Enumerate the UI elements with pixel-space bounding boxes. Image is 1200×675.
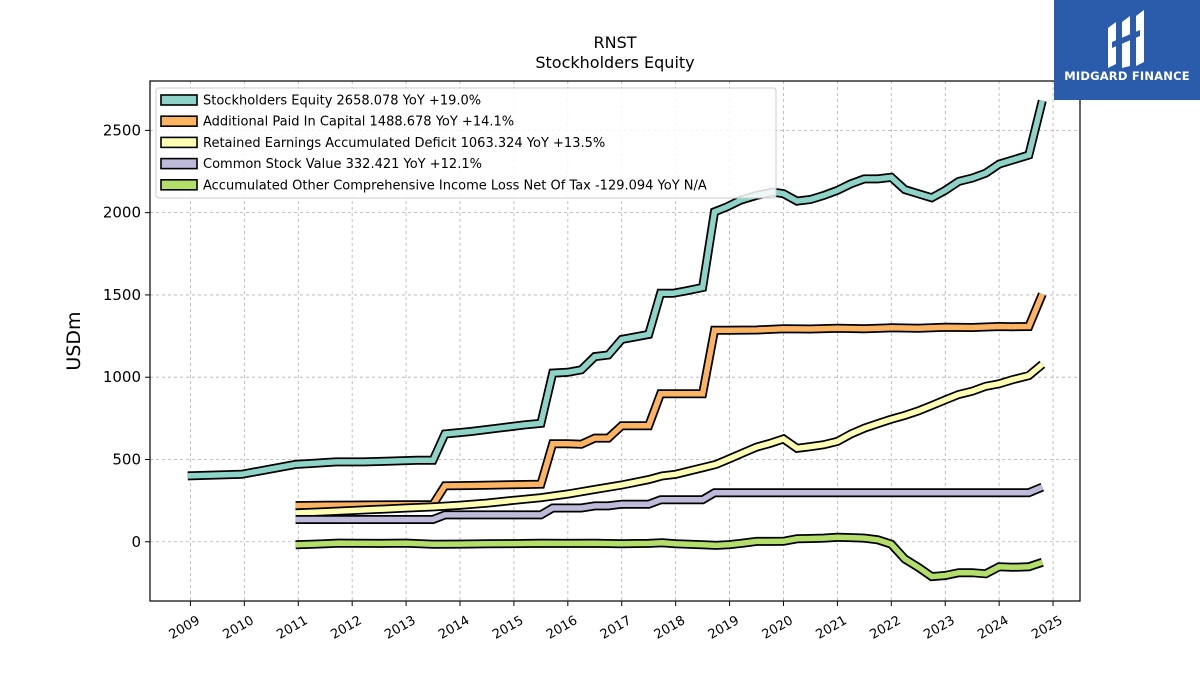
series-lines [187,99,1047,582]
series-1 [187,99,1047,481]
y-tick-label: 500 [112,450,141,468]
y-tick-label: 0 [131,533,141,551]
x-tick-label: 2015 [490,613,526,643]
y-tick-label: 1000 [103,368,141,386]
series-4 [295,482,1045,524]
x-tick-label: 2019 [706,613,742,643]
legend-entry: Retained Earnings Accumulated Deficit 10… [203,136,605,151]
series-line [295,484,1044,523]
chart-subtitle: Stockholders Equity [535,53,694,72]
x-tick-label: 2025 [1029,613,1065,643]
series-line [187,100,1045,479]
x-tick-label: 2021 [814,613,850,643]
legend-swatch [160,179,198,191]
legend-swatch [160,157,198,170]
series-line [295,293,1045,509]
x-tick-label: 2010 [221,613,257,643]
y-tick-label: 2500 [103,121,141,139]
legend-box [155,87,777,199]
x-tick-label: 2018 [652,613,688,643]
legend-swatch [160,115,198,127]
x-tick-label: 2014 [436,613,472,643]
x-tick-label: 2013 [382,613,418,643]
series-3 [295,360,1046,518]
legend-swatch [160,94,198,106]
x-tick-label: 2012 [328,613,364,643]
legend: Stockholders Equity 2658.078 YoY +19.0% A… [155,87,777,199]
series-line [295,534,1044,580]
x-tick-label: 2016 [544,613,580,643]
legend-entry: Common Stock Value 332.421 YoY +12.1% [203,157,482,172]
x-tick-label: 2017 [598,613,634,643]
legend-entry: Accumulated Other Comprehensive Income L… [203,178,707,193]
x-tick-label: 2020 [760,613,796,643]
legend-entry: Stockholders Equity 2658.078 YoY +19.0% [203,94,481,109]
legend-swatch [160,136,198,149]
y-tick-label: 1500 [103,286,141,304]
x-tick-label: 2023 [921,613,957,643]
series-5 [295,532,1044,582]
midgard-logo-icon [1108,10,1144,68]
x-tick-label: 2011 [274,613,310,643]
y-axis-label: USDm [63,311,85,370]
x-tick-label: 2009 [167,613,203,643]
plot-frame [149,80,1081,602]
chart-title: RNST [593,33,636,52]
brand-logo: MIDGARD FINANCE [1054,0,1200,100]
logo-text: MIDGARD FINANCE [1064,69,1190,83]
x-tick-label: 2024 [975,613,1011,643]
x-tick-label: 2022 [867,613,903,643]
series-2 [295,292,1047,511]
y-tick-label: 2000 [103,204,141,222]
legend-entry: Additional Paid In Capital 1488.678 YoY … [203,115,514,130]
series-line [295,362,1045,516]
